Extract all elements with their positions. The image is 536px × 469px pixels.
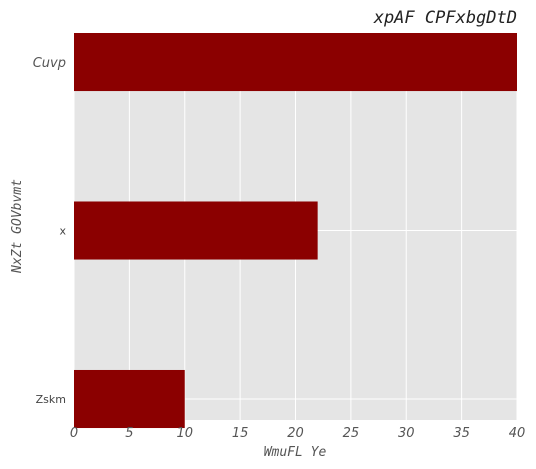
x-tick-label: 10 — [176, 426, 193, 441]
x-tick-label: 35 — [453, 426, 470, 441]
y-tick-label: Cuvp — [33, 56, 66, 71]
x-tick-label: 40 — [509, 426, 526, 441]
bar-cuvp — [74, 33, 517, 92]
x-tick-label: 5 — [125, 426, 133, 441]
y-axis-title: NxZt GOVbvmt — [10, 179, 25, 274]
bar-x — [74, 201, 318, 260]
x-tick-label: 30 — [398, 426, 415, 441]
x-tick-label: 25 — [343, 426, 360, 441]
x-axis-title: WmuFL Ye — [264, 445, 327, 460]
y-tick-label: x — [59, 225, 66, 238]
x-tick-label: 0 — [70, 426, 78, 441]
chart-title: xpAF CPFxbgDtD — [373, 8, 517, 28]
y-tick-label: Zskm — [36, 393, 66, 406]
bar-zskm — [74, 369, 185, 429]
x-tick-label: 15 — [232, 426, 249, 441]
x-tick-label: 20 — [287, 426, 304, 441]
x-tick-labels: 0 5 10 15 20 25 30 35 40 — [70, 426, 525, 441]
y-tick-labels: Cuvp x Zskm — [33, 56, 67, 406]
bars-group — [74, 33, 517, 429]
